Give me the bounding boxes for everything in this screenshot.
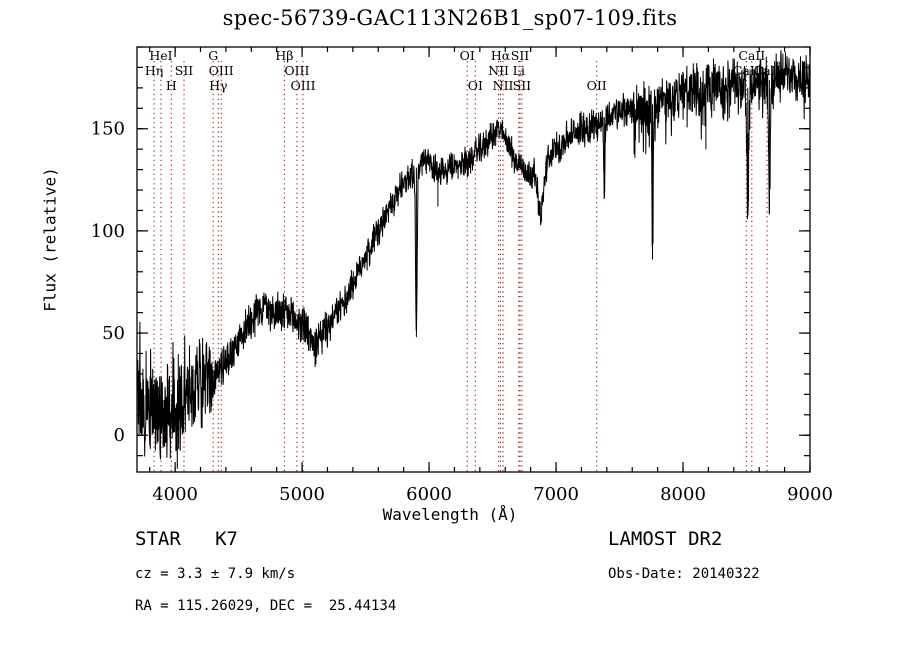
- line-label-SII: SII: [511, 48, 530, 63]
- y-tick-100: 100: [91, 221, 125, 242]
- y-tick-150: 150: [91, 119, 125, 140]
- line-label-G: G: [208, 48, 218, 63]
- axis-ticks: [137, 46, 811, 472]
- y-axis-label: Flux (relative): [40, 167, 60, 312]
- line-label-NII: NII: [488, 63, 509, 78]
- y-tick-50: 50: [102, 323, 125, 344]
- object-type: STAR: [135, 528, 181, 550]
- x-tick-7000: 7000: [533, 484, 579, 505]
- line-label-SII: SII: [175, 63, 194, 78]
- footer-left-column: STAR K7 cz = 3.3 ± 7.9 km/s RA = 115.260…: [135, 528, 396, 630]
- line-label-OI: OI: [460, 48, 475, 63]
- coordinates-value: RA = 115.26029, DEC = 25.44134: [135, 598, 397, 614]
- line-label-Hα: Hα: [491, 48, 511, 63]
- x-tick-9000: 9000: [787, 484, 833, 505]
- line-label-Li: Li: [513, 63, 525, 78]
- line-label-H: H: [166, 78, 177, 93]
- line-label-Hγ: Hγ: [209, 78, 227, 93]
- object-type-line: STAR K7: [135, 528, 396, 550]
- spectral-class: K7: [215, 528, 238, 550]
- line-label-NII: NII: [493, 78, 514, 93]
- footer-metadata: STAR K7 cz = 3.3 ± 7.9 km/s RA = 115.260…: [0, 528, 900, 650]
- line-label-Hβ: Hβ: [275, 48, 293, 63]
- cz-value: cz = 3.3 ± 7.9 km/s: [135, 566, 296, 582]
- line-label-OIII: OIII: [209, 63, 234, 78]
- plot-area: HeI Hη SII H G OIII Hγ Hβ OIII OIII OI OI Hα SII NII Li…: [0, 40, 900, 520]
- x-tick-4000: 4000: [152, 484, 198, 505]
- obs-date: Obs-Date: 20140322: [608, 566, 760, 582]
- page-title: spec-56739-GAC113N26B1_sp07-109.fits: [222, 6, 678, 30]
- survey-name: LAMOST DR2: [608, 528, 723, 550]
- line-label-OI: OI: [468, 78, 483, 93]
- x-tick-5000: 5000: [279, 484, 325, 505]
- line-label-OIII: OIII: [284, 63, 309, 78]
- line-label-OIII: OIII: [290, 78, 315, 93]
- x-tick-6000: 6000: [406, 484, 452, 505]
- line-label-OII: OII: [587, 78, 607, 93]
- line-label-SII: SII: [513, 78, 532, 93]
- line-label-Hη: Hη: [145, 63, 163, 78]
- footer-right-column: LAMOST DR2 Obs-Date: 20140322: [608, 528, 760, 598]
- spectral-line-markers: [153, 61, 768, 472]
- line-label-CaII: CaII: [738, 48, 765, 63]
- line-label-CaII: CaII: [733, 63, 760, 78]
- absorption-spikes: [415, 80, 770, 338]
- spectrum-curve: [136, 50, 811, 469]
- plot-frame: [136, 46, 811, 473]
- tick-labels: 4000 5000 6000 7000 8000 9000 0 50 100 150: [91, 119, 833, 505]
- x-tick-8000: 8000: [660, 484, 706, 505]
- y-tick-0: 0: [114, 425, 125, 446]
- x-axis-label: Wavelength (Å): [382, 505, 518, 524]
- line-label-HeI: HeI: [149, 48, 172, 63]
